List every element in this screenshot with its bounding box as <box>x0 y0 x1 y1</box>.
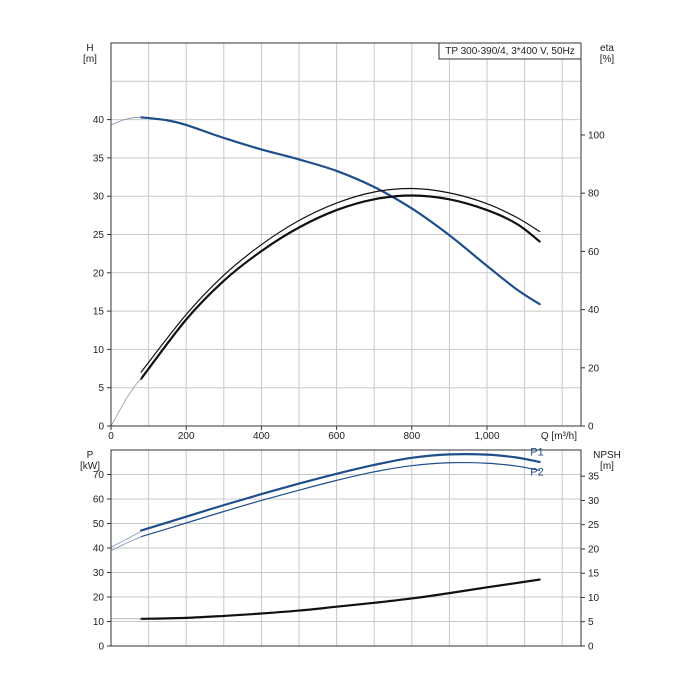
lower-left-tick-label: 70 <box>93 470 105 481</box>
series-eta-upper-line <box>140 187 541 373</box>
upper-x-tick-label: 800 <box>403 431 420 442</box>
lower-right-tick-label: 30 <box>588 496 600 507</box>
lower-left-tick-label: 20 <box>93 593 105 604</box>
lower-left-tick-label: 0 <box>98 642 104 653</box>
upper-right-axis-name: eta <box>600 43 614 54</box>
lower-right-axis-unit: [m] <box>600 461 614 472</box>
lower-left-axis-unit: [kW] <box>80 461 100 472</box>
upper-left-tick-label: 15 <box>93 307 105 318</box>
upper-x-tick-label: 600 <box>328 431 345 442</box>
upper-series <box>110 116 541 427</box>
legend-title: TP 300-390/4, 3*400 V, 50Hz <box>445 46 575 57</box>
power-npsh-chart: 0 10 20 30 40 50 60 70 0 5 10 15 20 25 30 35 P[kW] NPSH… <box>80 446 621 652</box>
lower-axis-labels: P[kW] NPSH[m] <box>80 450 621 472</box>
upper-x-tick-label: 400 <box>253 431 270 442</box>
lower-grid <box>111 450 581 646</box>
lower-left-axis-name: P <box>87 450 94 461</box>
head-efficiency-chart: 0 200 400 600 800 1,000 Q [m³/h] 0510152025303… <box>83 42 614 442</box>
upper-x-tick-label: 200 <box>178 431 195 442</box>
lower-left-tick-label: 50 <box>93 519 105 530</box>
lower-left-ticks: 0 10 20 30 40 50 60 70 <box>93 470 111 653</box>
upper-left-tick-label: 30 <box>93 192 105 203</box>
series-p1-line <box>139 453 541 532</box>
lower-legend: P1 P2 <box>530 446 543 478</box>
upper-left-tick-label: 5 <box>98 383 104 394</box>
upper-x-unit-label: Q [m³/h] <box>541 431 577 442</box>
upper-left-axis-unit: [m] <box>83 54 97 65</box>
lower-right-tick-label: 5 <box>588 617 594 628</box>
lower-left-tick-label: 40 <box>93 544 105 555</box>
upper-right-axis-unit: [%] <box>600 54 615 65</box>
upper-right-tick-label: 60 <box>588 247 600 258</box>
upper-x-tick-label: 0 <box>108 431 114 442</box>
lower-right-tick-label: 25 <box>588 520 600 531</box>
upper-right-tick-label: 100 <box>588 130 605 141</box>
upper-grid <box>111 43 581 426</box>
lower-left-tick-label: 30 <box>93 568 105 579</box>
upper-right-ticks: 0 20 40 60 80 100 <box>581 130 605 433</box>
upper-left-tick-label: 0 <box>98 422 104 433</box>
upper-left-axis-name: H <box>86 43 93 54</box>
upper-right-tick-label: 20 <box>588 363 600 374</box>
curve-label-p2: P2 <box>530 467 543 479</box>
legend-box <box>438 42 582 60</box>
upper-left-tick-label: 10 <box>93 345 105 356</box>
lower-right-tick-label: 15 <box>588 569 600 580</box>
lower-right-ticks: 0 5 10 15 20 25 30 35 <box>581 472 600 653</box>
upper-legend: TP 300-390/4, 3*400 V, 50Hz <box>438 42 582 60</box>
lower-series <box>110 453 541 620</box>
upper-x-ticks: 0 200 400 600 800 1,000 Q [m³/h] <box>108 426 577 442</box>
upper-left-tick-label: 35 <box>93 153 105 164</box>
lower-left-tick-label: 60 <box>93 495 105 506</box>
upper-right-tick-label: 80 <box>588 189 600 200</box>
lower-left-tick-label: 10 <box>93 617 105 628</box>
upper-right-tick-label: 0 <box>588 422 594 433</box>
series-p2-ext-line <box>110 536 142 552</box>
series-eta-ext-line <box>110 377 142 427</box>
lower-right-tick-label: 0 <box>588 642 594 653</box>
series-p2-line <box>140 461 541 538</box>
series-npsh-line <box>139 578 541 620</box>
lower-right-tick-label: 20 <box>588 544 600 555</box>
upper-left-ticks: 0 5 10 15 20 25 30 35 40 <box>93 115 111 433</box>
upper-axis-labels: H[m] eta[%] <box>83 43 614 65</box>
series-head-line <box>139 116 541 306</box>
series-p-ext-line <box>110 530 142 548</box>
lower-right-tick-label: 10 <box>588 593 600 604</box>
upper-x-tick-label: 1,000 <box>474 431 499 442</box>
curve-label-p1: P1 <box>530 446 543 458</box>
series-head-ext-line <box>110 116 142 126</box>
lower-right-tick-label: 35 <box>588 472 600 483</box>
upper-left-tick-label: 20 <box>93 268 105 279</box>
upper-left-tick-label: 40 <box>93 115 105 126</box>
series-eta-lower-line <box>139 194 541 380</box>
lower-right-axis-name: NPSH <box>593 450 621 461</box>
upper-left-tick-label: 25 <box>93 230 105 241</box>
upper-right-tick-label: 40 <box>588 305 600 316</box>
